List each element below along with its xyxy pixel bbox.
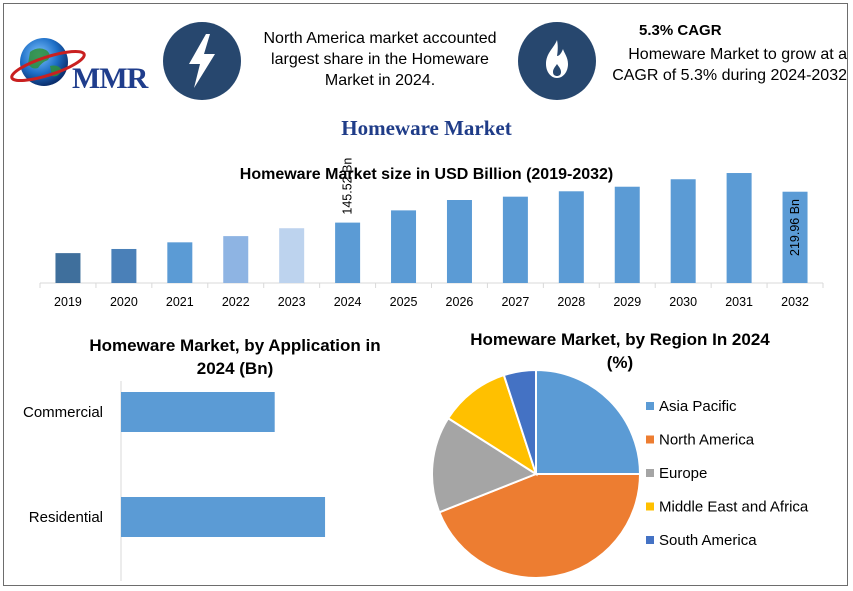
- cagr-title: 5.3% CAGR: [639, 22, 722, 39]
- x-tick-label-2021: 2021: [166, 295, 194, 309]
- application-chart-title: Homeware Market, by Application in 2024 …: [89, 336, 381, 378]
- bar-commercial: [121, 392, 275, 432]
- bar-2021: [167, 242, 193, 283]
- x-tick-label-2019: 2019: [54, 295, 82, 309]
- x-tick-label-2027: 2027: [501, 295, 529, 309]
- x-tick-label-2029: 2029: [613, 295, 641, 309]
- x-tick-label-2023: 2023: [278, 295, 306, 309]
- highlight-cagr: Homeware Market to grow at a CAGR of 5.3…: [612, 46, 847, 84]
- data-label-2032: 219.96 Bn: [788, 199, 802, 256]
- bar-2026: [446, 200, 472, 283]
- application-bar-chart: Commercial Residential: [23, 381, 326, 581]
- market-size-chart-title: Homeware Market size in USD Billion (201…: [239, 166, 614, 183]
- x-tick-label-2031: 2031: [725, 295, 753, 309]
- category-label-commercial: Commercial: [23, 404, 103, 421]
- x-tick-label-2022: 2022: [222, 295, 250, 309]
- legend-label-north-america: North America: [659, 432, 755, 449]
- x-tick-label-2020: 2020: [110, 295, 138, 309]
- bar-2030: [670, 179, 696, 283]
- legend-swatch: [646, 502, 654, 511]
- bar-2031: [726, 173, 752, 283]
- data-label-2024: 145.52 Bn: [341, 158, 355, 215]
- bar-2019: [55, 253, 81, 283]
- bar-2023: [279, 228, 305, 283]
- bar-2020: [111, 248, 137, 283]
- legend-label-asia-pacific: Asia Pacific: [659, 398, 737, 415]
- region-pie-chart: Asia Pacific North America Europe Middle Ea…: [431, 368, 809, 579]
- bar-2028: [558, 191, 584, 283]
- legend-swatch: [646, 435, 654, 444]
- market-size-bar-chart: 2019 2020 2021 2022 2023 2024 2025 2026 2027 2028…: [39, 158, 824, 309]
- pie-slice-south-america: [502, 368, 537, 475]
- logo-text: MMR: [72, 62, 148, 95]
- legend-swatch: [646, 469, 654, 477]
- flame-icon: [518, 22, 596, 100]
- infographic-frame: [3, 3, 848, 586]
- legend-swatch: [646, 536, 654, 544]
- bar-residential: [121, 497, 326, 537]
- x-tick-label-2024: 2024: [334, 295, 362, 309]
- bar-2032: [782, 191, 808, 283]
- bar-2029: [614, 186, 640, 283]
- pie-slice-middle-east-and-africa: [446, 373, 538, 477]
- pie-slice-asia-pacific: [535, 368, 642, 475]
- legend-label-south-america: South America: [659, 532, 757, 549]
- x-tick-label-2026: 2026: [446, 295, 474, 309]
- x-tick-label-2030: 2030: [669, 295, 697, 309]
- page-title: Homeware Market: [341, 116, 512, 140]
- region-chart-title: Homeware Market, by Region In 2024 (%): [470, 330, 770, 372]
- x-tick-label-2025: 2025: [390, 295, 418, 309]
- globe-icon: [10, 38, 86, 86]
- x-tick-label-2028: 2028: [557, 295, 585, 309]
- bar-2027: [502, 196, 528, 283]
- bar-2025: [391, 210, 417, 283]
- pie-slice-north-america: [438, 473, 642, 579]
- legend-label-middle-east-and-africa: Middle East and Africa: [659, 499, 809, 516]
- category-label-residential: Residential: [29, 509, 103, 526]
- pie-slice-europe: [431, 416, 539, 514]
- legend-swatch: [646, 402, 654, 410]
- bar-2022: [223, 236, 249, 283]
- mmr-logo: [10, 32, 157, 102]
- x-tick-label-2032: 2032: [781, 295, 809, 309]
- lightning-icon: [163, 22, 241, 100]
- highlight-north-america: North America market accounted largest s…: [263, 30, 497, 89]
- bar-2024: [335, 222, 361, 283]
- legend-label-europe: Europe: [659, 465, 707, 482]
